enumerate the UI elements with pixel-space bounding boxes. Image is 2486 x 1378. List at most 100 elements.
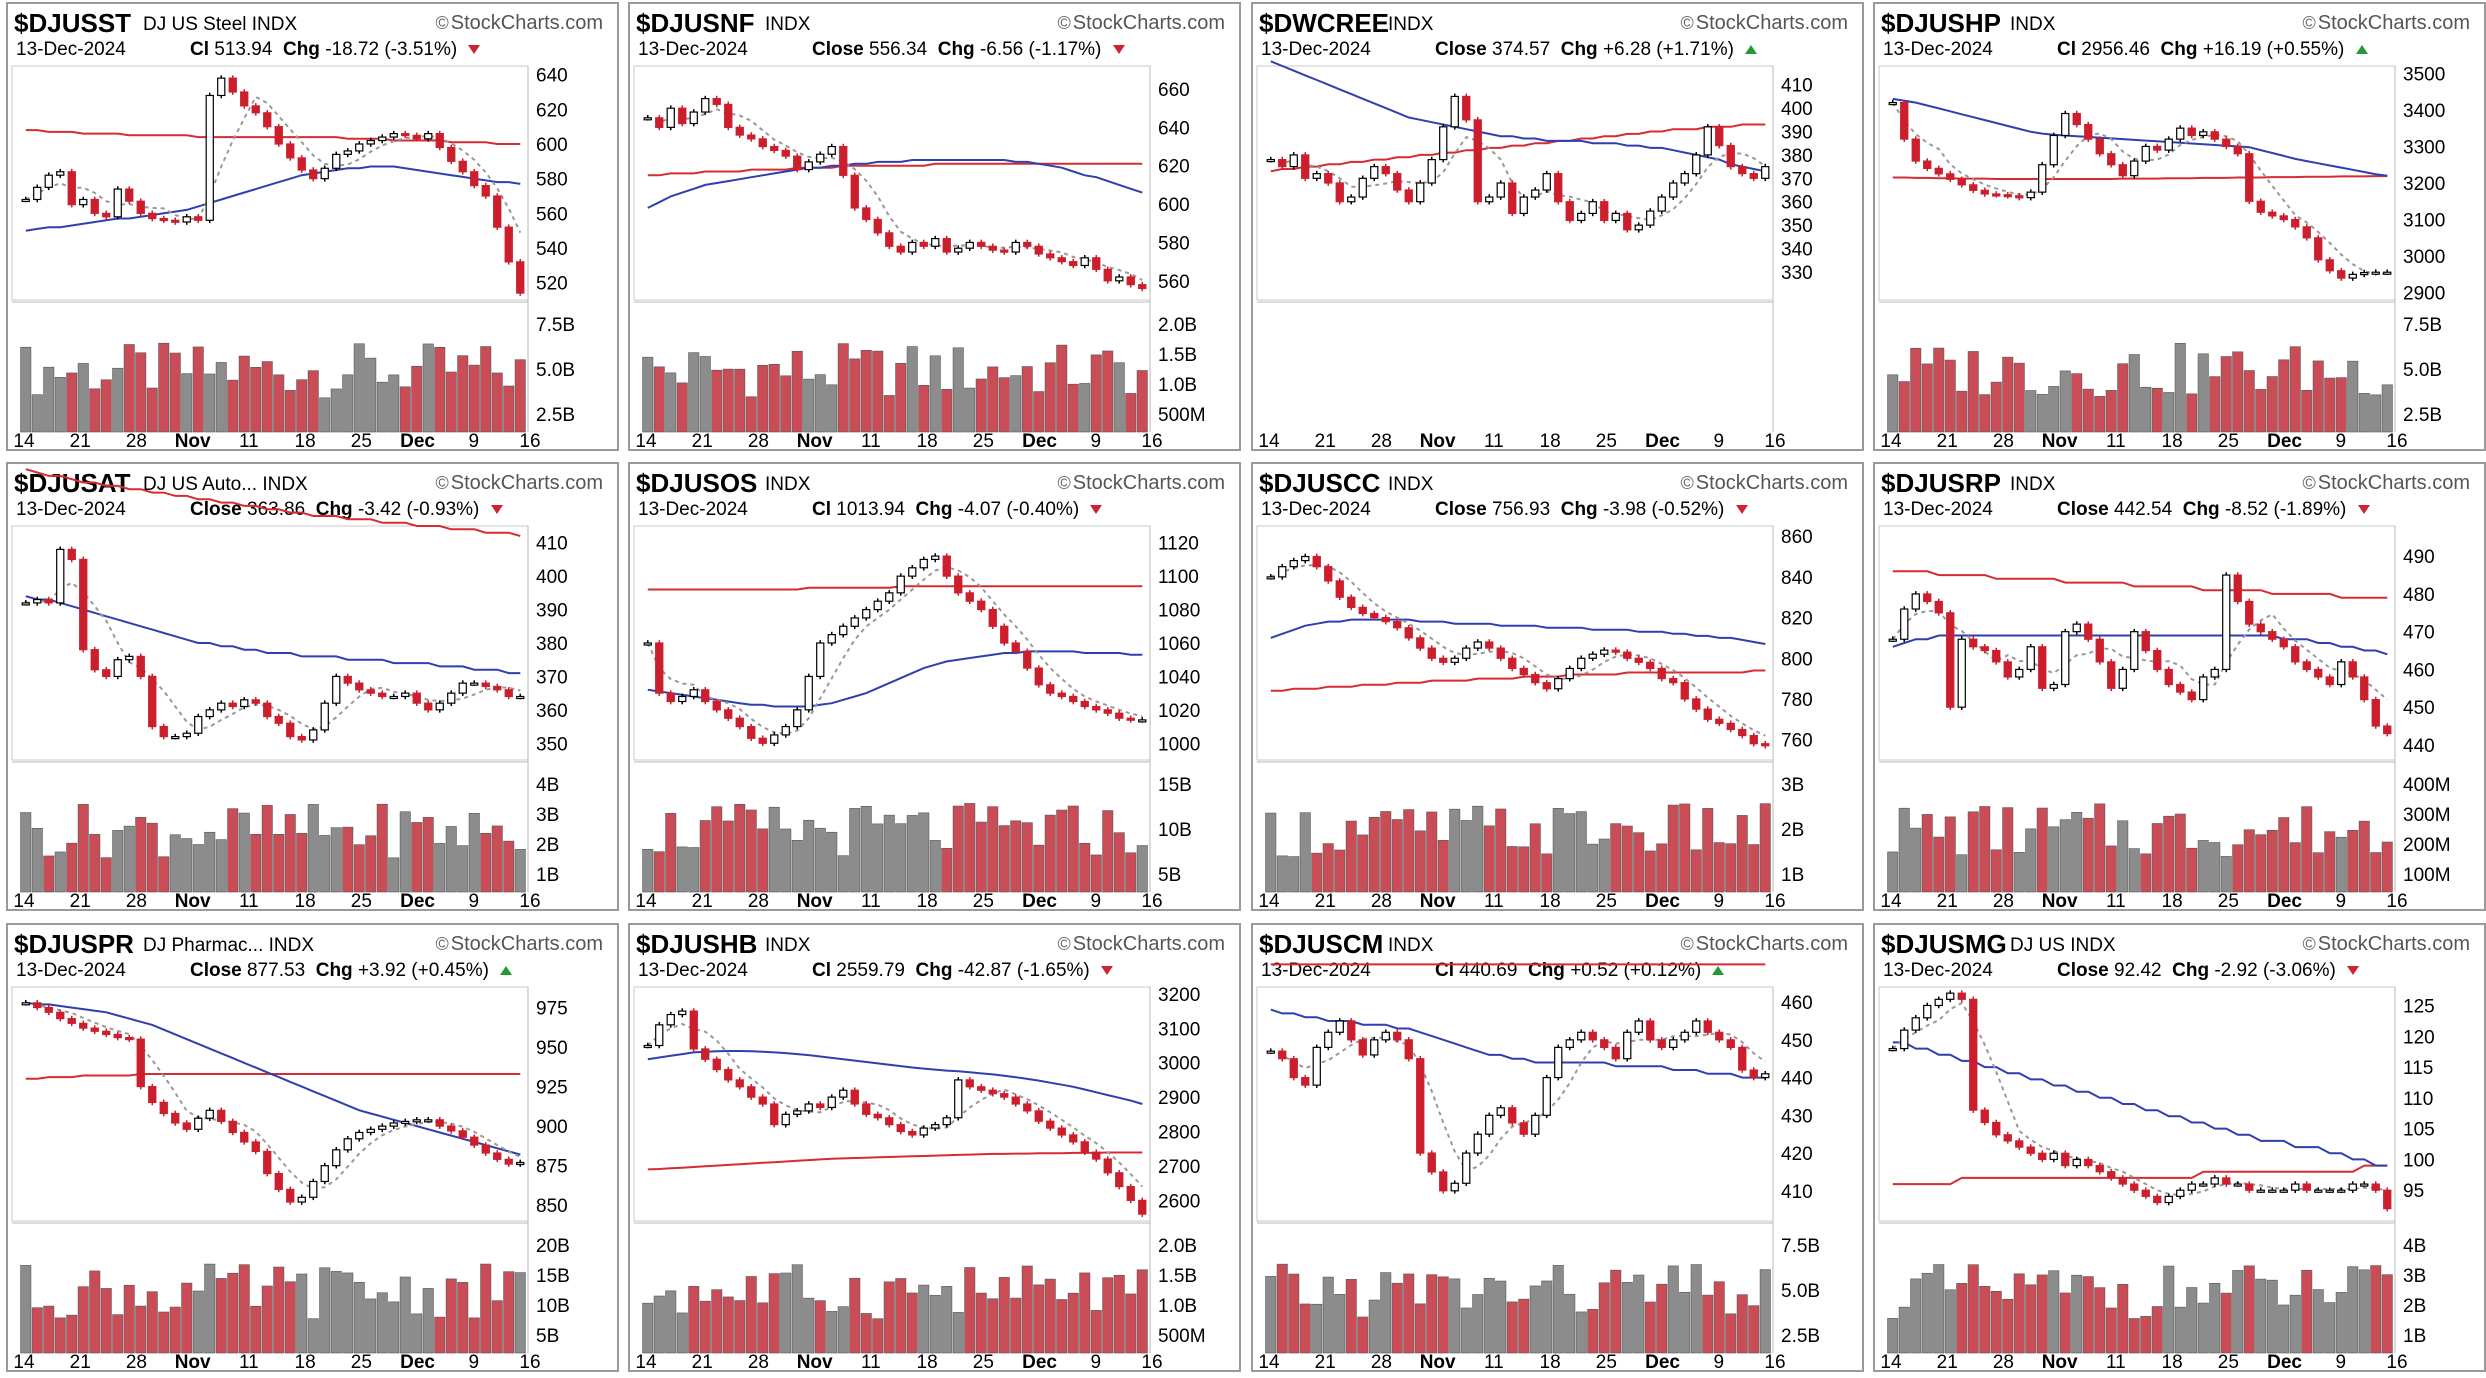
candle bbox=[2371, 271, 2380, 275]
candle bbox=[447, 146, 456, 162]
ticker-symbol[interactable]: $DJUSPR bbox=[14, 929, 134, 959]
price-volume-chart[interactable]: 410 400 390 380 370 360 350 4B 3B 2B 1B 14 21 28 Nov 11… bbox=[8, 464, 621, 913]
candle bbox=[1069, 695, 1078, 703]
date-tick-label: 21 bbox=[70, 891, 91, 912]
chart-panel[interactable]: $DJUSST DJ US Steel INDX © StockCharts.co… bbox=[6, 2, 621, 453]
index-description: INDX bbox=[765, 14, 811, 35]
volume-tick-label: 2.5B bbox=[2403, 405, 2442, 426]
quote-stats: Cl 2559.79 Chg -42.87 (-1.65%) bbox=[812, 960, 1114, 982]
chart-panel[interactable]: $DWCREE INDX © StockCharts.com 13-Dec-202… bbox=[1251, 2, 1866, 453]
candle bbox=[389, 133, 398, 138]
volume-bar bbox=[653, 851, 665, 893]
candle bbox=[1439, 1171, 1448, 1192]
ticker-symbol[interactable]: $DJUSNF bbox=[636, 8, 755, 38]
volume-bar bbox=[837, 855, 849, 893]
candle bbox=[1404, 627, 1413, 639]
price-plot-frame bbox=[11, 986, 529, 1222]
price-tick-label: 380 bbox=[536, 634, 568, 655]
chart-panel[interactable]: $DJUSOS INDX © StockCharts.com 13-Dec-202… bbox=[628, 462, 1243, 913]
volume-bar bbox=[1472, 805, 1484, 893]
volume-bar bbox=[491, 825, 503, 893]
candle bbox=[804, 675, 813, 711]
index-description: DJ US INDX bbox=[2010, 935, 2116, 956]
price-plot-frame bbox=[11, 65, 529, 301]
volume-bar bbox=[768, 363, 780, 433]
volume-bar bbox=[837, 1306, 849, 1354]
candle bbox=[701, 689, 710, 703]
chart-header: $DJUSMG DJ US INDX © StockCharts.com 13-D… bbox=[1881, 927, 2478, 987]
volume-tick-label: 7.5B bbox=[2403, 315, 2442, 336]
volume-bar bbox=[1102, 1277, 1114, 1354]
candle bbox=[1992, 1121, 2001, 1136]
candle bbox=[1034, 667, 1043, 686]
chart-panel[interactable]: $DJUSNF INDX © StockCharts.com 13-Dec-202… bbox=[628, 2, 1243, 453]
price-volume-chart[interactable]: 490 480 470 460 450 440 400M 300M 200M 100M 14 21 28… bbox=[1875, 464, 2486, 913]
candle bbox=[977, 1086, 986, 1091]
chart-panel[interactable]: $DJUSCM INDX © StockCharts.com 13-Dec-202… bbox=[1251, 923, 1866, 1374]
candle bbox=[2279, 215, 2288, 221]
candle bbox=[1946, 173, 1955, 180]
ticker-symbol[interactable]: $DJUSRP bbox=[1881, 468, 2001, 498]
ticker-symbol[interactable]: $DJUSCC bbox=[1259, 468, 1381, 498]
price-volume-chart[interactable]: 660 640 620 600 580 560 2.0B 1.5B 1.0B 500M 14 21 28… bbox=[630, 4, 1243, 453]
volume-bar bbox=[2347, 360, 2359, 433]
chart-panel[interactable]: $DJUSMG DJ US INDX © StockCharts.com 13-D… bbox=[1873, 923, 2486, 1374]
candle bbox=[2038, 646, 2047, 689]
ticker-symbol[interactable]: $DJUSOS bbox=[636, 468, 758, 498]
volume-bar bbox=[1506, 1301, 1518, 1354]
chart-panel[interactable]: $DJUSRP INDX © StockCharts.com 13-Dec-202… bbox=[1873, 462, 2486, 913]
down-arrow-icon bbox=[1101, 966, 1114, 976]
price-tick-label: 975 bbox=[536, 999, 568, 1020]
date-tick-label: 9 bbox=[2335, 431, 2346, 452]
price-volume-chart[interactable]: 1120 1100 1080 1060 1040 1020 1000 15B 10B 5B 14 21… bbox=[630, 464, 1243, 913]
date-tick-label: 25 bbox=[351, 891, 372, 912]
quote-date: 13-Dec-2024 bbox=[1261, 39, 1371, 60]
ticker-symbol[interactable]: $DWCREE bbox=[1259, 8, 1390, 38]
chart-panel[interactable]: $DJUSPR DJ Pharmac... INDX © StockCharts.… bbox=[6, 923, 621, 1374]
date-tick-label: 28 bbox=[1371, 891, 1392, 912]
ticker-symbol[interactable]: $DJUSCM bbox=[1259, 929, 1384, 959]
price-volume-chart[interactable]: 860 840 820 800 780 760 3B 2B 1B 14 21 28 Nov 11 18 25 D… bbox=[1253, 464, 1866, 913]
candle bbox=[965, 1079, 974, 1088]
volume-bar bbox=[1136, 1269, 1148, 1354]
price-volume-chart[interactable]: 3200 3100 3000 2900 2800 2700 2600 2.0B 1.5B 1.0B… bbox=[630, 925, 1243, 1374]
candle bbox=[2245, 153, 2254, 202]
price-volume-chart[interactable]: 460 450 440 430 420 410 7.5B 5.0B 2.5B 14 21 28 Nov 1… bbox=[1253, 925, 1866, 1374]
price-volume-chart[interactable]: 125 120 115 110 105 100 95 4B 3B 2B 1B 14 21 28 Nov 11 1… bbox=[1875, 925, 2486, 1374]
ticker-symbol[interactable]: $DJUSST bbox=[14, 8, 132, 38]
volume-bar bbox=[2243, 370, 2255, 433]
volume-bar bbox=[307, 370, 319, 433]
candle bbox=[1519, 1122, 1528, 1135]
price-tick-label: 580 bbox=[1158, 233, 1190, 254]
candle bbox=[1715, 718, 1724, 724]
candle bbox=[1923, 160, 1932, 169]
price-volume-chart[interactable]: 3500 3400 3300 3200 3100 3000 2900 7.5B 5.0B 2.5B… bbox=[1875, 4, 2486, 453]
volume-bar bbox=[975, 821, 987, 893]
date-tick-label: 11 bbox=[2106, 891, 2126, 912]
price-tick-label: 95 bbox=[2403, 1181, 2424, 1202]
volume-bar bbox=[1759, 1269, 1771, 1354]
chart-panel[interactable]: $DJUSHB INDX © StockCharts.com 13-Dec-202… bbox=[628, 923, 1243, 1374]
ticker-symbol[interactable]: $DJUSAT bbox=[14, 468, 131, 498]
volume-bar bbox=[296, 1273, 308, 1354]
date-tick-label: Nov bbox=[1420, 1352, 1456, 1373]
volume-bar bbox=[1414, 830, 1426, 893]
chart-panel[interactable]: $DJUSCC INDX © StockCharts.com 13-Dec-202… bbox=[1251, 462, 1866, 913]
chart-panel[interactable]: $DJUSAT DJ US Auto... INDX © StockCharts.… bbox=[6, 462, 621, 913]
volume-bar bbox=[1276, 855, 1288, 893]
price-tick-label: 370 bbox=[536, 667, 568, 688]
candle bbox=[504, 689, 513, 698]
candle bbox=[251, 105, 260, 114]
volume-tick-label: 10B bbox=[1158, 820, 1192, 841]
price-volume-chart[interactable]: 640 620 600 580 560 540 520 7.5B 5.0B 2.5B 14 21 28 N… bbox=[8, 4, 621, 453]
volume-bar bbox=[1713, 1281, 1725, 1354]
candle bbox=[297, 1196, 306, 1203]
ticker-symbol[interactable]: $DJUSHP bbox=[1881, 8, 2001, 38]
volume-bar bbox=[365, 1298, 377, 1354]
price-tick-label: 620 bbox=[536, 100, 568, 121]
chart-panel[interactable]: $DJUSHP INDX © StockCharts.com 13-Dec-202… bbox=[1873, 2, 2486, 453]
ticker-symbol[interactable]: $DJUSHB bbox=[636, 929, 758, 959]
ticker-symbol[interactable]: $DJUSMG bbox=[1881, 929, 2007, 959]
